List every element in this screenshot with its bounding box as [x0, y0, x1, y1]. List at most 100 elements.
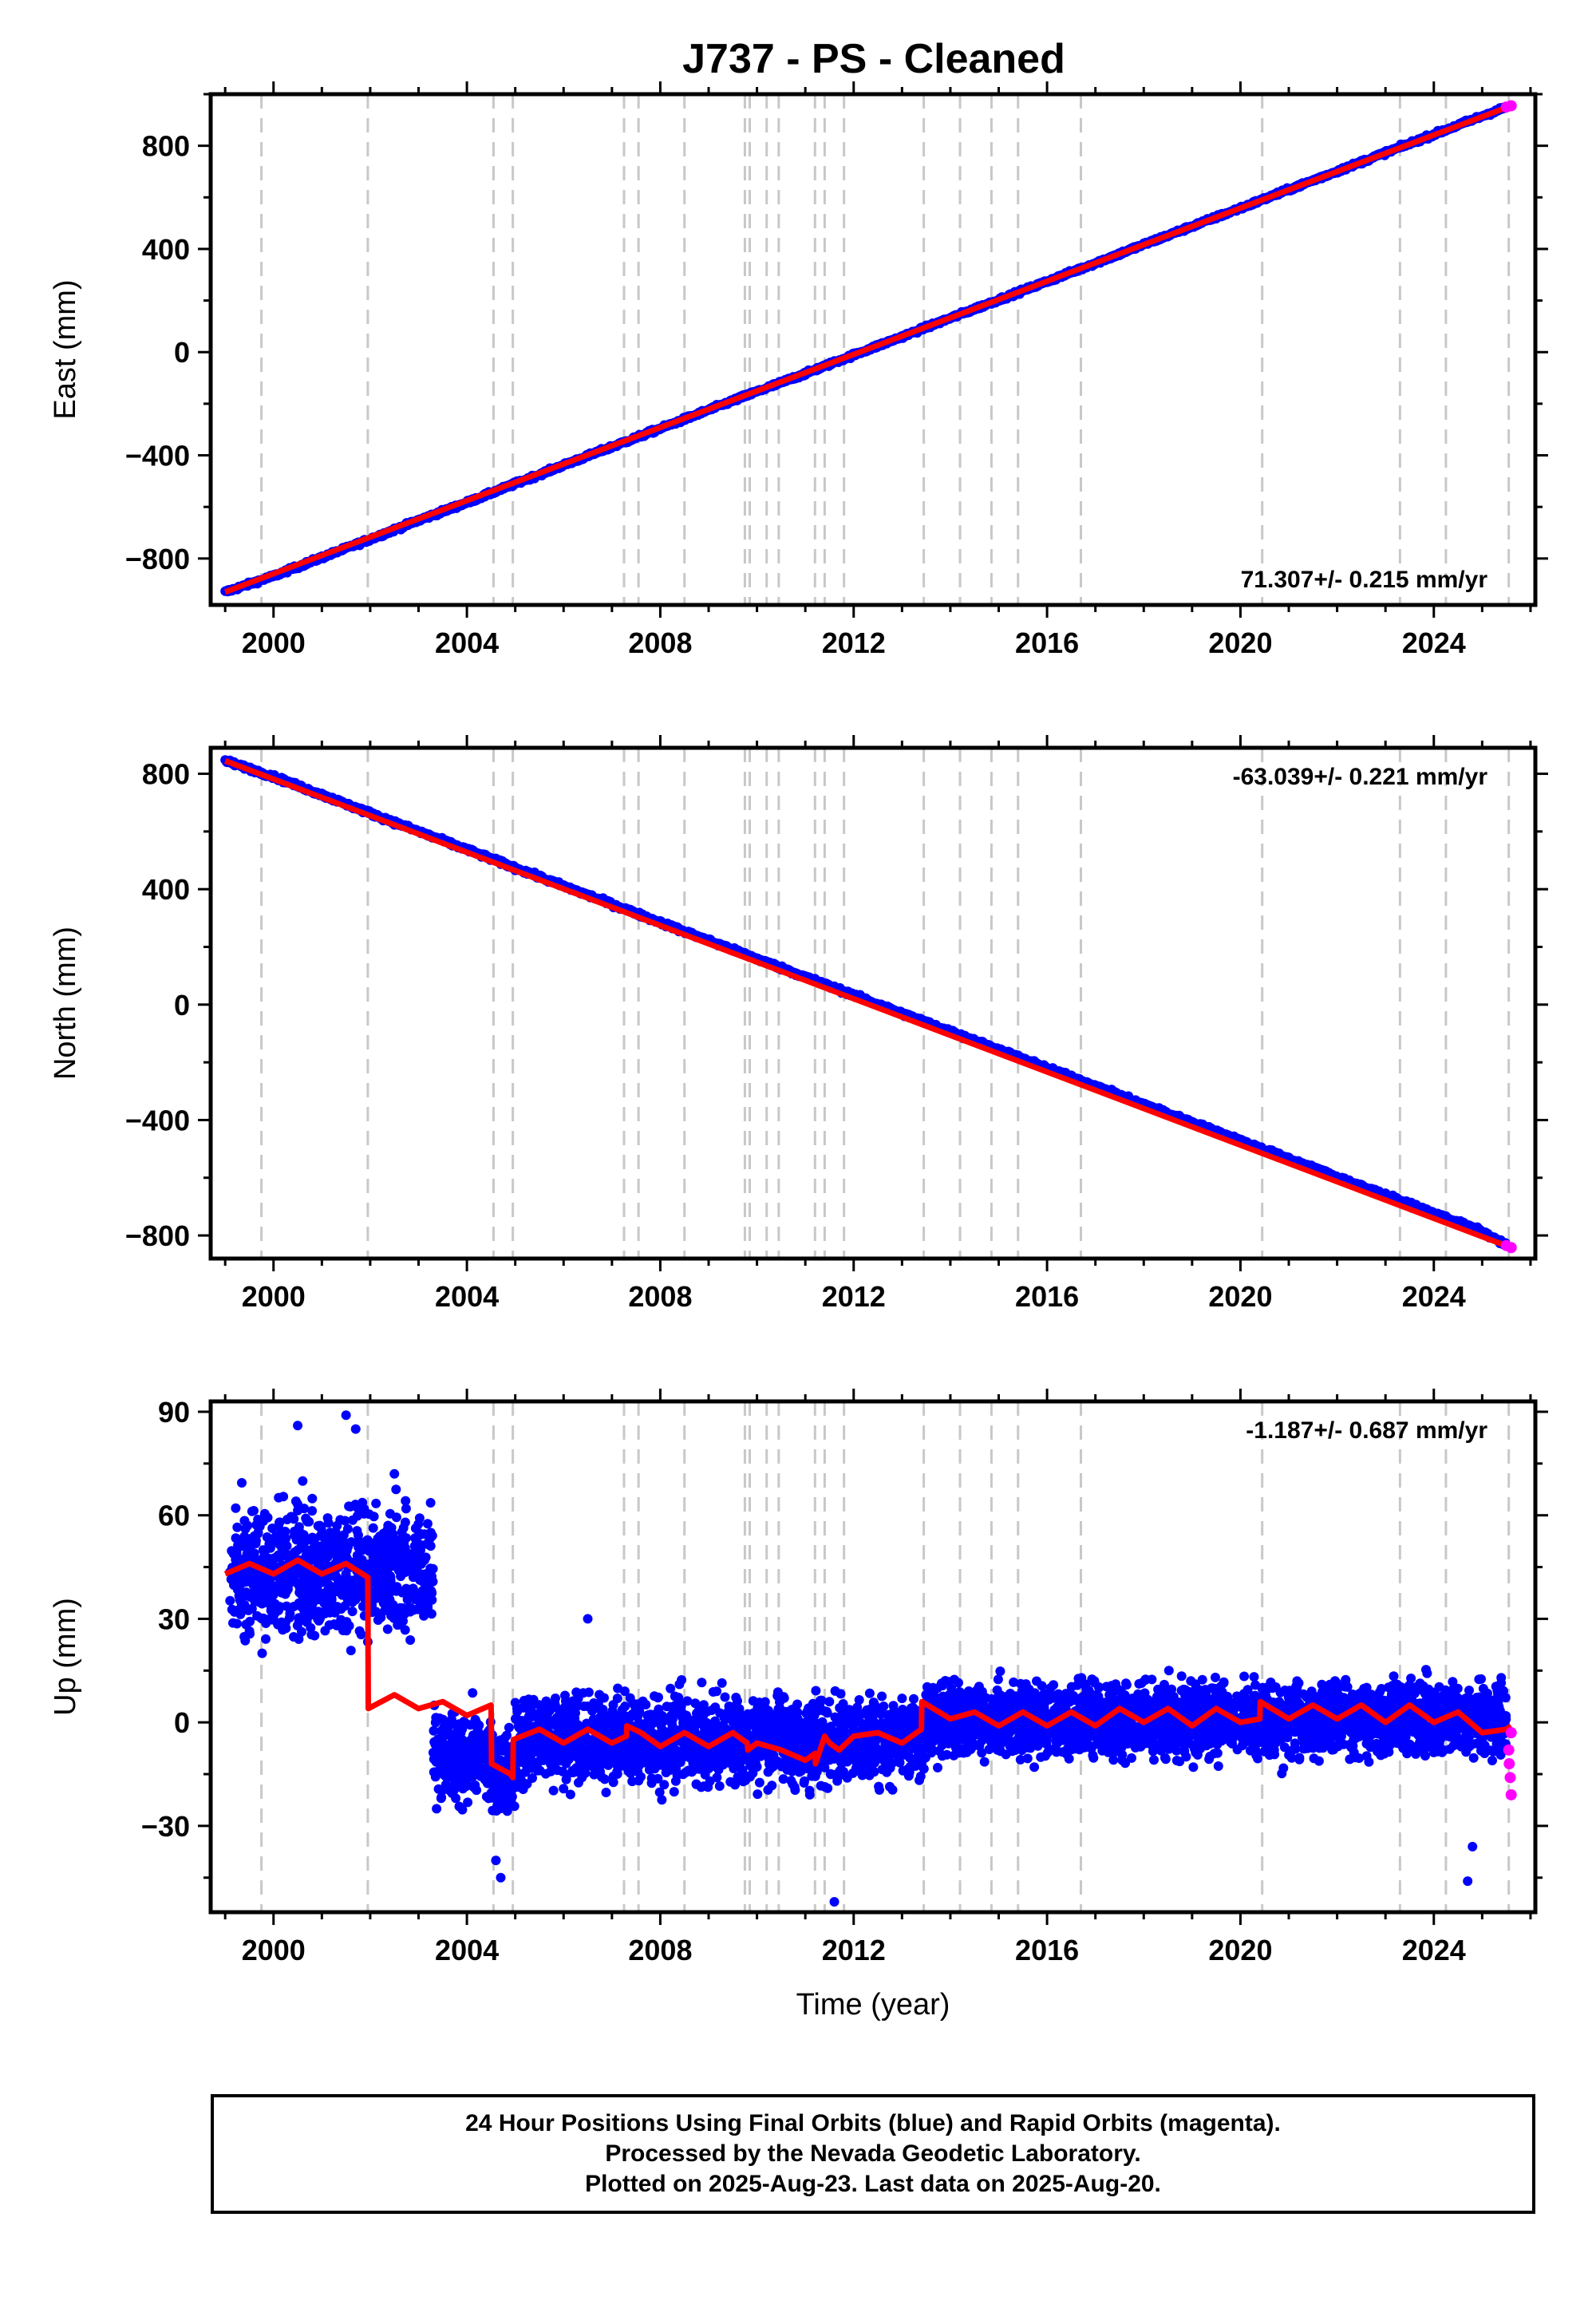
x-tick-label: 2016	[1015, 1280, 1079, 1313]
final-point	[236, 1577, 247, 1587]
final-point	[299, 1504, 310, 1514]
final-point	[298, 1476, 308, 1486]
final-point	[401, 1567, 410, 1577]
final-point	[429, 1754, 439, 1765]
x-tick-label: 2020	[1208, 626, 1272, 659]
final-point	[245, 1616, 255, 1626]
final-point	[422, 1519, 433, 1529]
rapid-point	[1505, 100, 1517, 112]
final-point	[416, 1589, 426, 1599]
y-tick-label: 800	[142, 758, 190, 791]
final-point	[228, 1618, 238, 1628]
final-point	[451, 1793, 461, 1804]
panel-1: 2000 2004 2008 2012 2016 2020 2024−800−4000400…	[49, 735, 1548, 1313]
final-point	[412, 1567, 422, 1577]
final-point	[336, 1604, 346, 1614]
final-point	[393, 1620, 403, 1630]
final-point	[353, 1537, 363, 1547]
final-point	[290, 1496, 301, 1507]
final-point	[454, 1731, 464, 1741]
page-title: J737 - PS - Cleaned	[682, 36, 1065, 82]
final-point	[401, 1496, 411, 1506]
final-point	[257, 1648, 267, 1658]
final-point	[356, 1580, 366, 1591]
x-tick-label: 2020	[1208, 1280, 1272, 1313]
final-point	[401, 1583, 412, 1594]
final-point	[419, 1569, 429, 1579]
final-point	[378, 1542, 389, 1552]
final-point	[440, 1768, 451, 1778]
final-point	[401, 1504, 411, 1514]
final-point	[504, 1779, 515, 1789]
final-point	[495, 1773, 505, 1784]
final-point	[372, 1593, 382, 1603]
final-point	[382, 1624, 393, 1634]
final-point	[405, 1635, 416, 1645]
final-point	[373, 1534, 383, 1543]
final-point	[322, 1542, 333, 1552]
y-tick-label: 400	[142, 233, 190, 266]
final-point	[340, 1516, 350, 1526]
rapid-point	[1505, 1242, 1517, 1254]
final-point	[398, 1523, 409, 1533]
velocity-label: 71.307+/- 0.215 mm/yr	[1241, 567, 1488, 593]
final-point	[302, 1615, 312, 1626]
final-point	[343, 1583, 354, 1593]
final-point	[369, 1561, 380, 1571]
y-tick-label: −400	[125, 440, 190, 472]
final-point	[468, 1688, 478, 1698]
final-point	[321, 1604, 331, 1614]
final-point	[267, 1554, 277, 1564]
final-point	[380, 1592, 390, 1603]
x-tick-label: 2000	[242, 626, 306, 659]
final-point	[277, 1543, 287, 1554]
final-point	[298, 1530, 309, 1540]
final-point	[314, 1607, 323, 1617]
final-point	[323, 1518, 334, 1528]
final-point	[225, 1595, 235, 1606]
final-point	[433, 1745, 443, 1756]
plot-frame	[208, 745, 1538, 1261]
velocity-label: -63.039+/- 0.221 mm/yr	[1233, 764, 1488, 790]
final-point	[306, 1622, 316, 1633]
final-point	[449, 1784, 460, 1795]
final-point	[301, 1570, 311, 1579]
panel-2: 2000 2004 2008 2012 2016 2020 2024−300306090Up…	[49, 1389, 1548, 2022]
y-tick-label: −800	[125, 1219, 190, 1252]
final-point	[474, 1728, 484, 1738]
final-point	[289, 1602, 299, 1611]
final-point	[239, 1567, 250, 1578]
final-point	[322, 1550, 333, 1560]
y-tick-label: 0	[174, 989, 190, 1022]
final-point	[342, 1626, 352, 1636]
x-tick-label: 2016	[1015, 626, 1079, 659]
final-point	[464, 1743, 474, 1753]
final-point	[654, 1787, 665, 1797]
final-point	[312, 1582, 322, 1592]
final-point	[240, 1635, 251, 1646]
plot-area	[220, 748, 1517, 1259]
final-point	[468, 1719, 478, 1729]
final-point	[391, 1484, 401, 1495]
final-point	[504, 1722, 514, 1733]
final-point	[336, 1617, 346, 1627]
final-point	[240, 1524, 251, 1534]
final-point	[405, 1607, 415, 1617]
x-tick-label: 2012	[822, 626, 886, 659]
final-point	[274, 1605, 283, 1615]
final-point	[231, 1548, 242, 1559]
final-point	[373, 1574, 383, 1584]
final-point	[293, 1545, 303, 1555]
final-point	[255, 1597, 265, 1607]
final-point	[239, 1516, 250, 1526]
final-point	[416, 1599, 426, 1610]
final-point	[437, 1732, 448, 1742]
final-point	[399, 1559, 409, 1570]
final-point	[267, 1582, 277, 1592]
final-point	[352, 1511, 362, 1521]
final-point	[285, 1608, 295, 1618]
final-point	[446, 1745, 456, 1755]
y-tick-label: 800	[142, 130, 190, 163]
final-point	[282, 1583, 292, 1593]
